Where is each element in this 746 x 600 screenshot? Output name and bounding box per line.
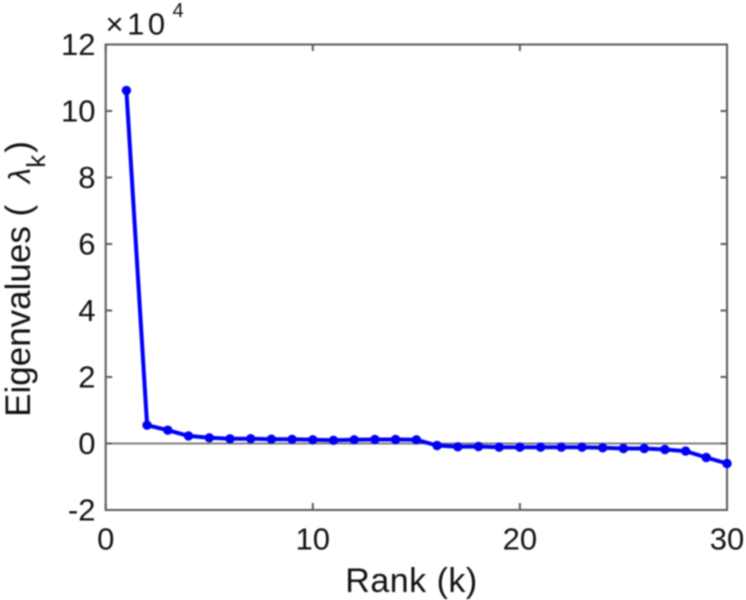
svg-text:-2: -2 (68, 493, 96, 528)
svg-text:10: 10 (296, 522, 330, 557)
svg-text:2: 2 (78, 360, 95, 395)
svg-text:4: 4 (78, 293, 95, 328)
svg-text:20: 20 (503, 522, 537, 557)
svg-text:0: 0 (97, 522, 114, 557)
svg-text:0: 0 (78, 426, 95, 461)
svg-text:12: 12 (61, 27, 95, 62)
svg-text:×10: ×10 (106, 7, 169, 42)
svg-text:10: 10 (61, 94, 95, 129)
svg-text:30: 30 (710, 522, 744, 557)
svg-text:4: 4 (173, 0, 184, 22)
svg-text:8: 8 (78, 160, 95, 195)
svg-text:Rank (k): Rank (k) (345, 562, 477, 600)
svg-text:6: 6 (78, 227, 95, 262)
